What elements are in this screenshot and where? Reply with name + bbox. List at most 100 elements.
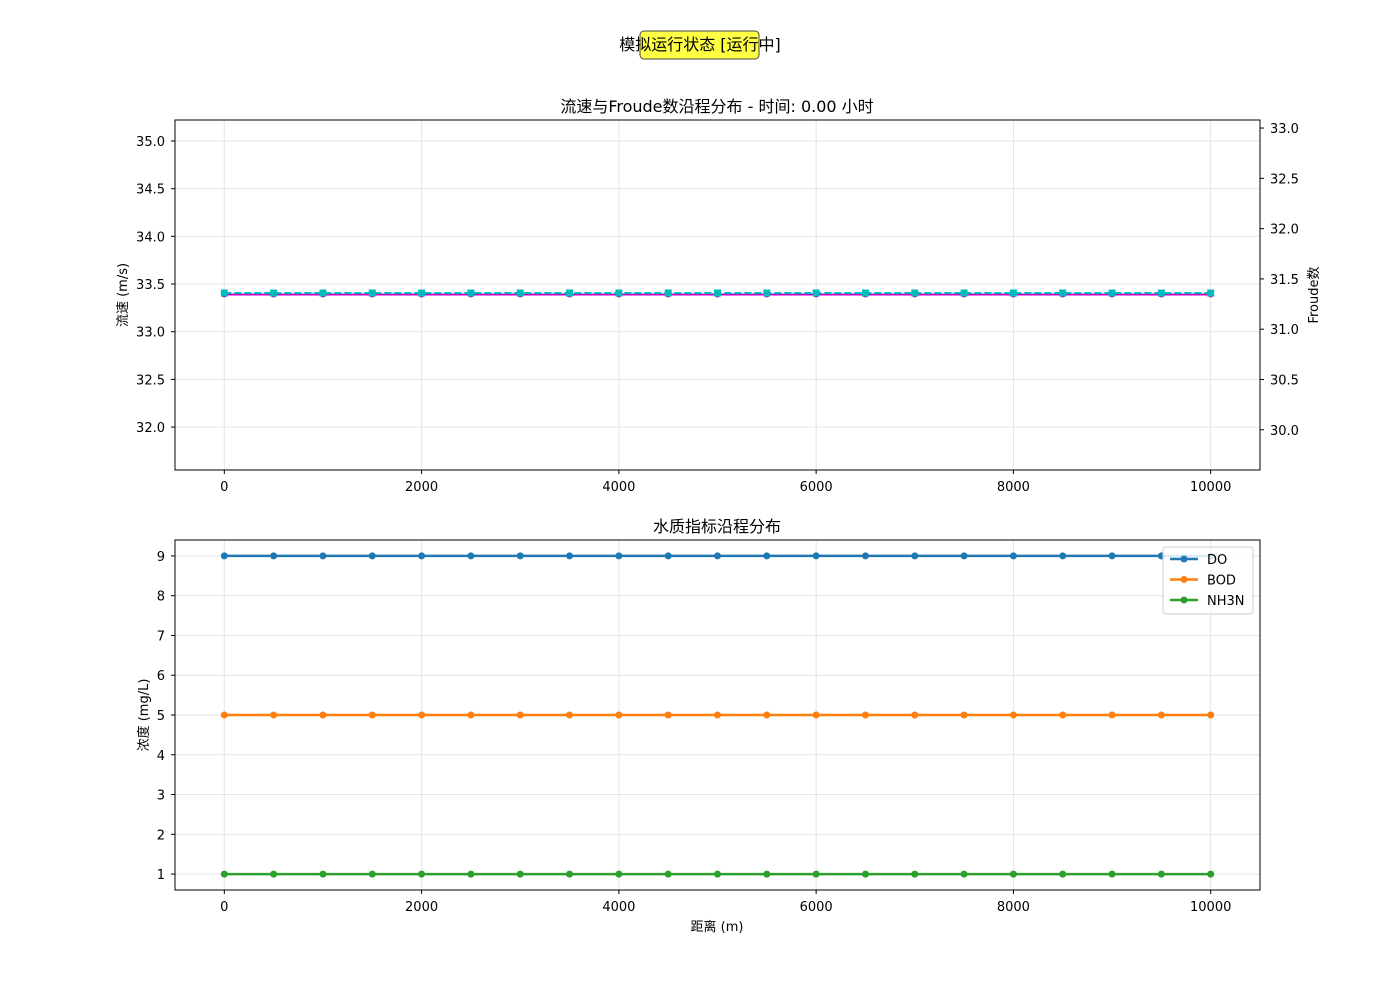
do-point [911,552,919,560]
status-badge-box [639,30,760,60]
do-point [1059,552,1067,560]
do-point [368,552,376,560]
nh3n-point [566,870,574,878]
x-tick-label: 2000 [405,480,438,495]
bod-point [418,711,426,719]
status-badge-label: 模拟运行状态 [运行中] [619,35,781,54]
y-left-tick-label: 33.0 [136,326,165,341]
bod-point [861,711,869,719]
y-tick-label: 8 [157,590,165,605]
nh3n-point [516,870,524,878]
chart-title: 流速与Froude数沿程分布 - 时间: 0.00 小时 [560,97,873,116]
froude-point [418,289,426,297]
froude-point [270,289,278,297]
nh3n-point [664,870,672,878]
x-tick-label: 8000 [997,900,1030,915]
froude-point [960,289,968,297]
nh3n-point [1009,870,1017,878]
bod-point [1108,711,1116,719]
bod-point [270,711,278,719]
bod-point [368,711,376,719]
nh3n-point [270,870,278,878]
x-tick-label: 4000 [602,480,635,495]
y-left-tick-label: 33.5 [136,278,165,293]
plot-frame [174,119,1261,471]
do-point [615,552,623,560]
plot-frame [174,539,1261,891]
bod-point [960,711,968,719]
x-tick-label: 8000 [997,480,1030,495]
y-axis-label-left: 流速 (m/s) [116,263,131,327]
bod-point [1059,711,1067,719]
nh3n-point [418,870,426,878]
froude-point [220,289,228,297]
do-point [960,552,968,560]
velocity-froude-chart: 流速与Froude数沿程分布 - 时间: 0.00 小时 0 2000 4000 60… [116,97,1322,495]
bod-point [467,711,475,719]
froude-point [516,289,524,297]
froude-point [467,289,475,297]
nh3n-point [319,870,327,878]
y-right-tick-label: 32.5 [1270,172,1299,187]
bod-point [664,711,672,719]
froude-point [319,289,327,297]
do-point [861,552,869,560]
do-point [566,552,574,560]
y-tick-label: 6 [157,669,165,684]
do-point [1108,552,1116,560]
y-tick-label: 2 [157,828,165,843]
bod-point [812,711,820,719]
froude-point [368,289,376,297]
froude-point [911,289,919,297]
bod-point [763,711,771,719]
bod-point [220,711,228,719]
froude-point [1059,289,1067,297]
chart-title: 水质指标沿程分布 [653,517,781,536]
froude-point [566,289,574,297]
nh3n-legend-marker [1180,596,1188,604]
nh3n-point [467,870,475,878]
bod-point [714,711,721,719]
y-right-tick-label: 30.0 [1270,424,1299,439]
froude-point [861,289,869,297]
froude-point [1009,289,1017,297]
y-axis-label-right: Froude数 [1307,266,1322,323]
bod-point [1157,711,1165,719]
nh3n-point [1108,870,1116,878]
y-axis-label: 浓度 (mg/L) [136,679,152,752]
x-tick-label: 10000 [1190,900,1231,915]
legend: DO BOD NH3N [1162,546,1254,615]
nh3n-point [911,870,919,878]
nh3n-point [1207,870,1215,878]
nh3n-point [763,870,771,878]
x-tick-label: 6000 [800,480,833,495]
nh3n-point [960,870,968,878]
do-point [812,552,820,560]
froude-point [1157,289,1165,297]
y-tick-label: 7 [157,629,165,644]
bod-point [1009,711,1017,719]
bod-point [1207,711,1215,719]
do-point [467,552,475,560]
do-point [270,552,278,560]
y-left-tick-label: 34.0 [136,230,165,245]
y-left-tick-label: 34.5 [136,183,165,198]
nh3n-point [615,870,623,878]
x-tick-label: 10000 [1190,480,1231,495]
status-badge: 模拟运行状态 [运行中] [619,30,781,60]
do-point [664,552,672,560]
froude-point [763,289,771,297]
froude-point [664,289,672,297]
y-left-tick-label: 32.0 [136,421,165,436]
bod-legend-label: BOD [1207,574,1236,589]
x-axis-label: 距离 (m) [691,919,744,935]
y-right-tick-label: 31.0 [1270,323,1299,338]
nh3n-legend-label: NH3N [1207,594,1245,609]
do-point [319,552,327,560]
do-legend-label: DO [1207,553,1227,568]
bod-point [911,711,919,719]
y-right-tick-label: 33.0 [1270,122,1299,137]
y-tick-label: 1 [157,868,165,883]
bod-legend-marker [1180,576,1188,583]
